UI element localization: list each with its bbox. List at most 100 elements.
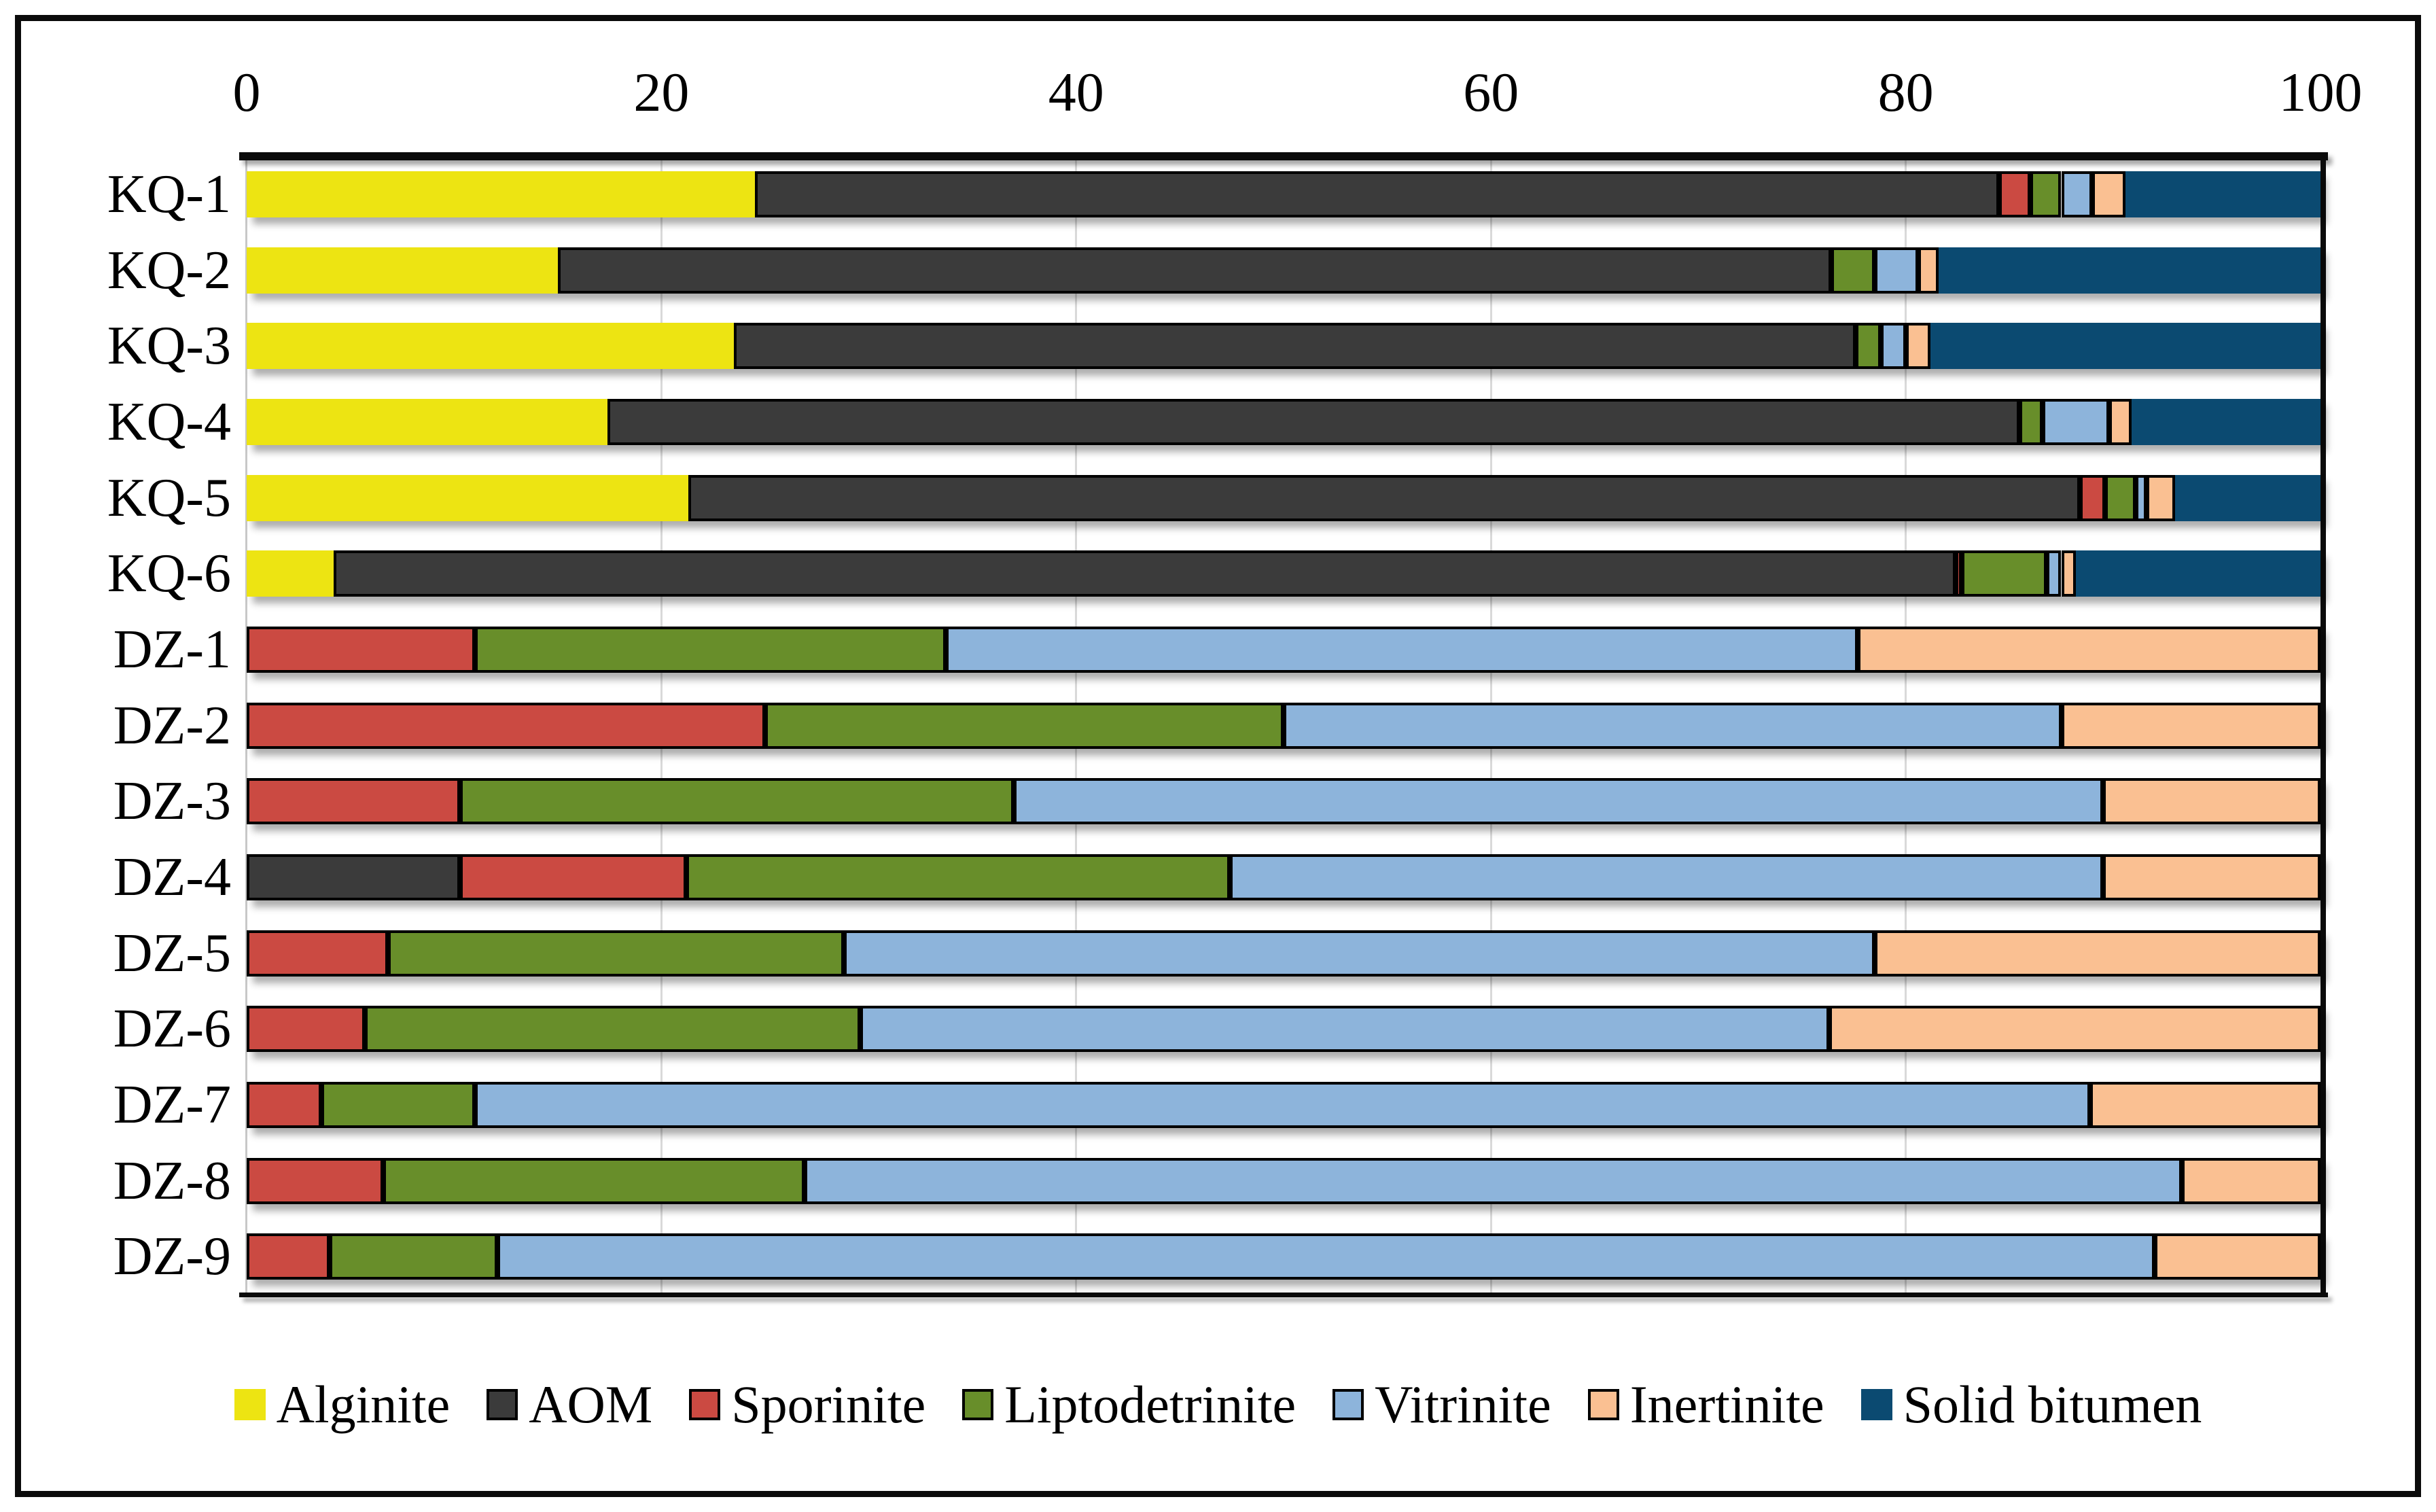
- row-label-DZ-4: DZ-4: [113, 847, 231, 907]
- bar-segment-solid-bitumen: [2175, 474, 2320, 521]
- bar-segment-inertinite: [2181, 1157, 2320, 1204]
- bar-segment-sporinite: [1955, 550, 1962, 597]
- bar-segment-inertinite: [1905, 323, 1931, 370]
- bar-segment-liptodetrinite: [460, 778, 1014, 825]
- figure-border: [15, 15, 2421, 1497]
- bar-segment-vitrinite: [2043, 398, 2109, 445]
- row-label-KQ-1: KQ-1: [107, 164, 231, 224]
- x-tick-label: 100: [2278, 61, 2363, 123]
- bar-segment-solid-bitumen: [2132, 398, 2320, 445]
- bar-segment-aom: [688, 474, 2080, 521]
- row-label-DZ-9: DZ-9: [113, 1227, 231, 1287]
- bar-segment-inertinite: [2102, 778, 2320, 825]
- bar-segment-inertinite: [2061, 550, 2076, 597]
- bar-segment-sporinite: [247, 626, 475, 673]
- bar-segment-liptodetrinite: [1831, 247, 1875, 294]
- bar-segment-liptodetrinite: [387, 930, 844, 977]
- bar-segment-vitrinite: [2136, 474, 2147, 521]
- bar-row-KQ-1: [247, 171, 2320, 217]
- bar-segment-solid-bitumen: [1939, 247, 2320, 294]
- bar-row-DZ-5: [247, 930, 2320, 977]
- legend-swatch-icon: [689, 1389, 721, 1420]
- bar-segment-liptodetrinite: [330, 1233, 498, 1280]
- legend-label: Alginite: [276, 1375, 451, 1434]
- x-tick-label: 40: [1048, 61, 1104, 123]
- bar-segment-inertinite: [2092, 171, 2126, 217]
- bar-segment-vitrinite: [860, 1006, 1829, 1053]
- bar-row-KQ-5: [247, 474, 2320, 521]
- row-label-KQ-4: KQ-4: [107, 391, 231, 452]
- bar-row-DZ-4: [247, 854, 2320, 900]
- bar-segment-liptodetrinite: [765, 702, 1284, 749]
- row-label-KQ-3: KQ-3: [107, 316, 231, 376]
- bar-segment-vitrinite: [1229, 854, 2103, 900]
- x-tick-label: 20: [633, 61, 690, 123]
- row-label-KQ-5: KQ-5: [107, 468, 231, 528]
- bar-segment-liptodetrinite: [2019, 398, 2043, 445]
- legend-swatch-icon: [487, 1389, 518, 1420]
- bar-segment-vitrinite: [843, 930, 1875, 977]
- bar-segment-inertinite: [1874, 930, 2320, 977]
- bar-segment-inertinite: [2090, 1081, 2320, 1128]
- plot-top-border: [239, 152, 2328, 160]
- x-tick-label: 80: [1877, 61, 1934, 123]
- bar-row-KQ-6: [247, 550, 2320, 597]
- row-label-DZ-2: DZ-2: [113, 695, 231, 756]
- bar-row-DZ-1: [247, 626, 2320, 673]
- bar-segment-aom: [754, 171, 1999, 217]
- bar-segment-alginite: [247, 171, 755, 217]
- bar-segment-sporinite: [247, 1081, 321, 1128]
- bar-row-KQ-4: [247, 398, 2320, 445]
- bar-segment-liptodetrinite: [2104, 474, 2136, 521]
- bar-segment-alginite: [247, 550, 334, 597]
- bar-segment-solid-bitumen: [2075, 550, 2320, 597]
- bar-segment-inertinite: [2102, 854, 2320, 900]
- bar-segment-alginite: [247, 247, 558, 294]
- bar-row-DZ-3: [247, 778, 2320, 825]
- bar-segment-sporinite: [2079, 474, 2105, 521]
- bar-segment-alginite: [247, 398, 608, 445]
- legend-label: Vitrinite: [1375, 1375, 1551, 1434]
- legend-label: AOM: [529, 1375, 653, 1434]
- row-label-DZ-5: DZ-5: [113, 923, 231, 983]
- bar-segment-vitrinite: [1284, 702, 2062, 749]
- legend: Alginite AOM Sporinite Liptodetrinite Vitrin…: [41, 1360, 2395, 1449]
- bar-segment-inertinite: [2061, 702, 2320, 749]
- legend-item-sporinite: Sporinite: [689, 1378, 925, 1431]
- bar-row-DZ-7: [247, 1081, 2320, 1128]
- bar-row-DZ-9: [247, 1233, 2320, 1280]
- x-tick-label: 60: [1463, 61, 1519, 123]
- bar-segment-vitrinite: [2047, 550, 2062, 597]
- bar-segment-vitrinite: [497, 1233, 2155, 1280]
- legend-label: Inertinite: [1629, 1375, 1824, 1434]
- bar-segment-aom: [734, 323, 1856, 370]
- bar-segment-liptodetrinite: [1856, 323, 1881, 370]
- bar-segment-aom: [557, 247, 1831, 294]
- legend-item-aom: AOM: [487, 1378, 652, 1431]
- legend-item-inertinite: Inertinite: [1587, 1375, 1824, 1434]
- row-label-KQ-6: KQ-6: [107, 544, 231, 604]
- bar-segment-sporinite: [247, 778, 461, 825]
- plot-left-axis-line: [245, 156, 247, 1295]
- plot-right-border: [2320, 156, 2326, 1297]
- bar-row-DZ-6: [247, 1006, 2320, 1053]
- bar-segment-liptodetrinite: [321, 1081, 475, 1128]
- legend-swatch-icon: [1860, 1389, 1892, 1420]
- x-tick-label: 0: [232, 61, 261, 123]
- bar-segment-sporinite: [247, 702, 765, 749]
- row-label-DZ-6: DZ-6: [113, 999, 231, 1059]
- row-label-DZ-7: DZ-7: [113, 1074, 231, 1135]
- legend-item-solid-bitumen: Solid bitumen: [1860, 1378, 2202, 1431]
- row-label-DZ-1: DZ-1: [113, 619, 231, 680]
- bar-segment-inertinite: [1918, 247, 1939, 294]
- legend-label: Sporinite: [731, 1375, 926, 1434]
- row-label-DZ-8: DZ-8: [113, 1150, 231, 1211]
- bar-segment-vitrinite: [2061, 171, 2093, 217]
- legend-swatch-icon: [962, 1389, 994, 1420]
- bar-segment-inertinite: [1829, 1006, 2320, 1053]
- bar-segment-solid-bitumen: [2125, 171, 2320, 217]
- legend-label: Liptodetrinite: [1004, 1375, 1296, 1434]
- bar-segment-sporinite: [1998, 171, 2030, 217]
- bar-segment-vitrinite: [1874, 247, 1918, 294]
